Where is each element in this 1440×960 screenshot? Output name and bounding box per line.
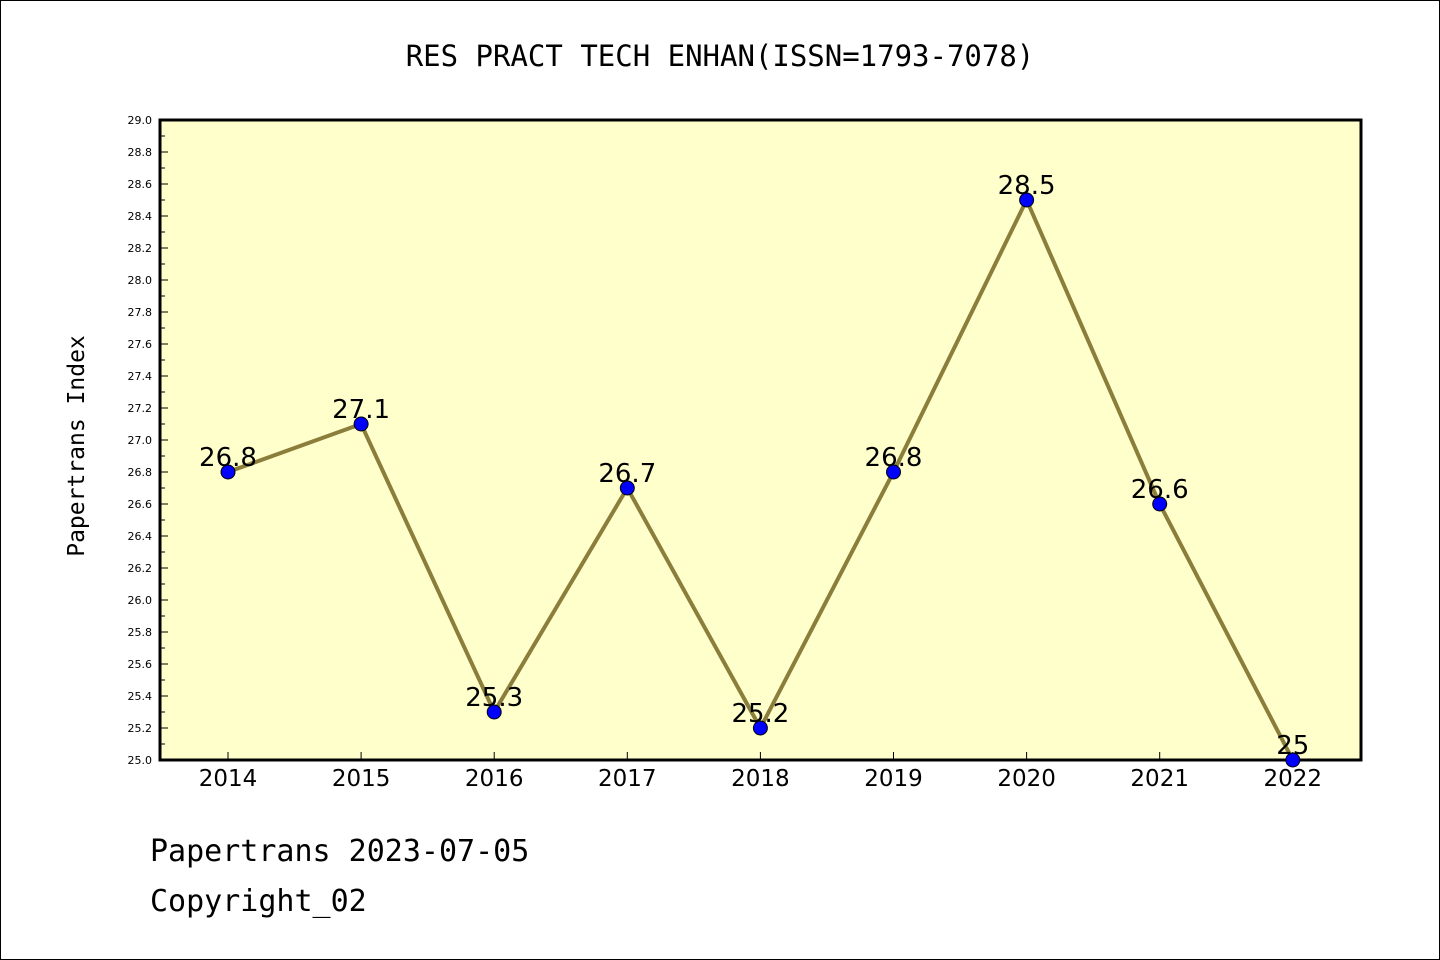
- data-label: 27.1: [332, 395, 390, 425]
- x-tick-label: 2020: [997, 766, 1056, 792]
- data-point: [1152, 496, 1168, 512]
- x-tick-label: 2021: [1130, 766, 1189, 792]
- y-tick-label: 27.0: [128, 434, 153, 447]
- data-point: [486, 704, 502, 720]
- data-label: 26.8: [865, 443, 923, 473]
- y-tick-label: 26.4: [128, 530, 153, 543]
- data-points: [220, 192, 1301, 768]
- y-tick-label: 25.0: [128, 754, 153, 767]
- y-tick-label: 27.6: [128, 338, 153, 351]
- data-label: 26.7: [598, 459, 656, 489]
- y-tick-label: 28.0: [128, 274, 153, 287]
- footer-copyright: Copyright_02: [150, 884, 367, 919]
- x-tick-label: 2017: [598, 766, 657, 792]
- y-tick-label: 25.6: [128, 658, 153, 671]
- y-tick-label: 28.6: [128, 178, 153, 191]
- y-tick-label: 28.4: [128, 210, 153, 223]
- data-label: 28.5: [998, 171, 1056, 201]
- data-label: 25: [1276, 731, 1309, 761]
- footer-date: Papertrans 2023-07-05: [150, 834, 530, 869]
- y-tick-label: 26.0: [128, 594, 153, 607]
- data-point: [1019, 192, 1035, 208]
- chart-title: RES PRACT TECH ENHAN(ISSN=1793-7078): [406, 39, 1035, 73]
- data-point: [353, 416, 369, 432]
- x-tick-label: 2014: [199, 766, 258, 792]
- y-tick-label: 28.8: [128, 146, 153, 159]
- data-point: [886, 464, 901, 480]
- y-tick-label: 27.8: [128, 306, 153, 319]
- data-point: [619, 480, 635, 496]
- y-tick-label: 26.8: [128, 466, 153, 479]
- x-tick-label: 2016: [465, 766, 524, 792]
- data-labels: 26.8 27.1 25.3 26.7 25.2 26.8 28.5 26.6 25: [199, 171, 1309, 761]
- y-tick-label: 26.2: [128, 562, 153, 575]
- y-tick-label: 27.4: [128, 370, 153, 383]
- y-tick-label: 25.2: [128, 722, 153, 735]
- data-label: 26.8: [199, 443, 257, 473]
- x-tick-label: 2018: [731, 766, 790, 792]
- y-tick-label: 26.6: [128, 498, 153, 511]
- data-point: [1285, 752, 1301, 768]
- y-tick-label: 29.0: [128, 114, 153, 127]
- y-axis-label: Papertrans Index: [64, 335, 90, 557]
- plot-area: [158, 118, 1363, 762]
- x-tick-label: 2015: [332, 766, 391, 792]
- x-tick-label: 2019: [864, 766, 923, 792]
- data-label: 25.3: [465, 683, 523, 713]
- y-tick-label: 28.2: [128, 242, 153, 255]
- y-tick-label: 27.2: [128, 402, 153, 415]
- data-point: [220, 464, 236, 480]
- data-label: 26.6: [1131, 475, 1189, 505]
- x-tick-label: 2022: [1264, 766, 1323, 792]
- data-label: 25.2: [731, 699, 789, 729]
- y-tick-label: 25.4: [128, 690, 153, 703]
- y-tick-label: 25.8: [128, 626, 153, 639]
- data-point: [752, 720, 768, 736]
- y-axis: 25.0 25.2 25.4 25.6 25.8 26.0 26.2 26.4 26.6 26.8…: [128, 114, 168, 767]
- x-axis: 2014 2015 2016 2017 2018 2019 2020 2021 2022: [199, 752, 1322, 792]
